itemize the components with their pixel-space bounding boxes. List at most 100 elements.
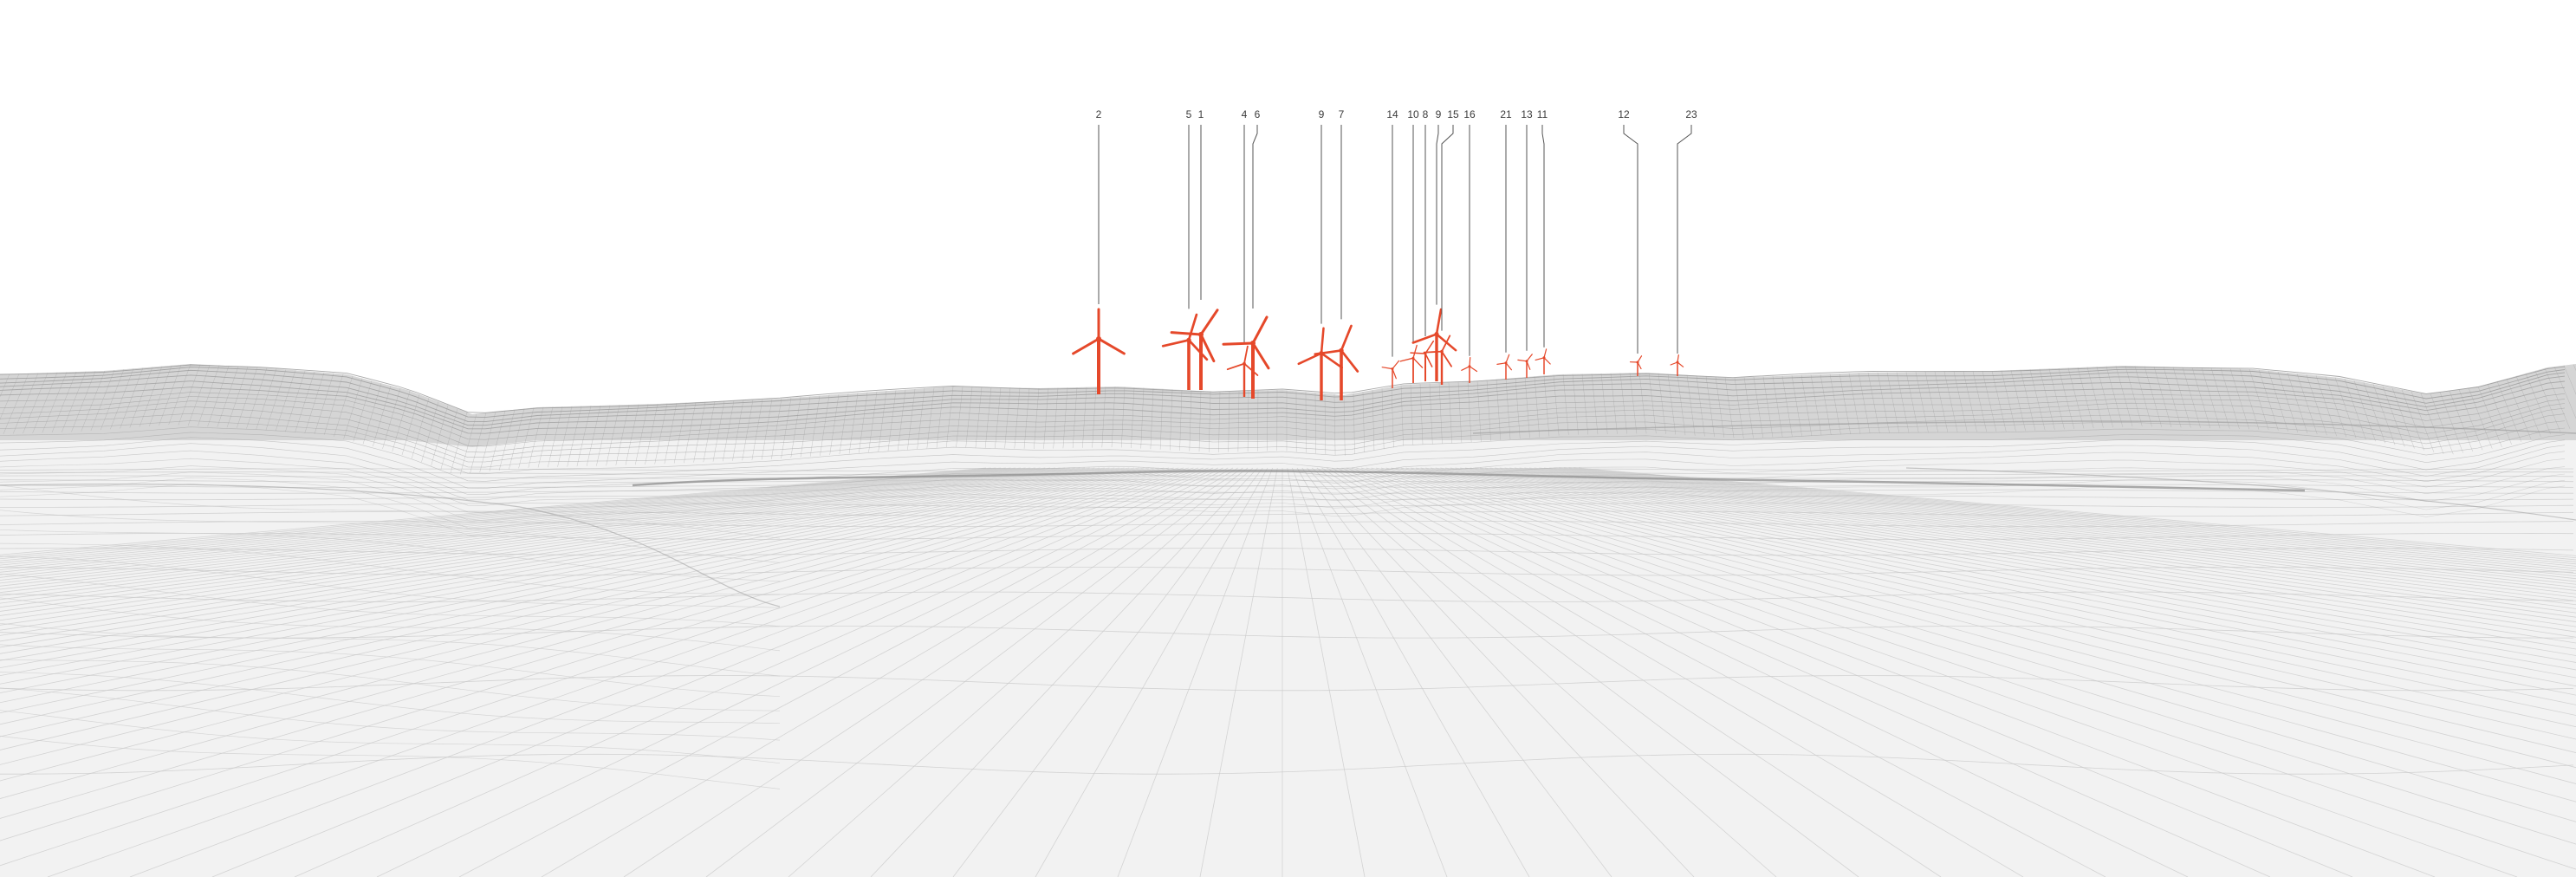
turbine-blade	[1441, 335, 1451, 353]
turbine-blade	[1543, 348, 1548, 359]
turbine-blade	[1412, 357, 1424, 368]
turbine-blade	[1243, 362, 1259, 376]
turbine-t-23: 23	[1670, 108, 1697, 376]
turbine-blade	[1535, 357, 1545, 361]
turbine-hub	[1339, 348, 1344, 354]
turbine-blade	[1251, 341, 1270, 370]
turbine-hub	[1504, 361, 1508, 365]
turbine-label: 11	[1537, 108, 1548, 120]
turbine-blade	[1411, 333, 1438, 344]
turbine-blade	[1526, 361, 1531, 370]
turbine-hub	[1243, 361, 1246, 366]
turbine-hub	[1676, 361, 1679, 364]
ground-wireframe-grid	[0, 467, 2576, 877]
turbine-blade	[1461, 366, 1470, 371]
turbine-t-16: 16	[1461, 108, 1478, 383]
turbine-t-10: 10	[1399, 108, 1424, 383]
turbine-blade	[1505, 354, 1510, 364]
turbine-label: 23	[1685, 108, 1697, 120]
turbine-label: 14	[1386, 108, 1398, 120]
turbine-label: 5	[1186, 108, 1192, 120]
leader-line	[1623, 125, 1638, 354]
turbine-blade	[1314, 349, 1343, 356]
turbine-blade	[1222, 341, 1255, 346]
leader-line	[1441, 125, 1454, 331]
turbine-hub	[1525, 360, 1528, 363]
turbine-blade	[1392, 360, 1400, 370]
turbine-hub	[1391, 367, 1394, 371]
turbine-label: 21	[1500, 108, 1512, 120]
turbine-blade	[1340, 349, 1359, 373]
turbine-hub	[1636, 361, 1639, 364]
turbine-hub	[1186, 337, 1191, 343]
turbine-label: 4	[1242, 108, 1248, 120]
turbine-blade	[1243, 345, 1249, 365]
turbine-t-5: 5	[1161, 108, 1209, 390]
turbine-blade	[1097, 337, 1126, 355]
leader-line	[1436, 125, 1439, 305]
turbine-blade	[1170, 331, 1203, 336]
turbine-label: 15	[1447, 108, 1459, 120]
turbine-hub	[1411, 356, 1415, 360]
turbine-label: 16	[1463, 108, 1476, 120]
turbine-t-21: 21	[1496, 108, 1513, 380]
turbine-blade	[1187, 313, 1198, 341]
turbine-t-4: 4	[1226, 108, 1259, 397]
terrain-surface	[0, 364, 2576, 877]
turbine-blade	[1441, 350, 1452, 367]
leader-line	[1677, 125, 1692, 354]
turbine-hub	[1468, 365, 1471, 368]
turbine-blade	[1399, 357, 1414, 362]
turbine-hub	[1542, 356, 1546, 360]
turbine-hub	[1096, 336, 1101, 341]
turbine-label: 9	[1319, 108, 1325, 120]
turbine-t-6: 6	[1222, 108, 1270, 399]
leader-line	[1541, 125, 1545, 348]
turbine-blade	[1505, 362, 1513, 371]
leader-line	[1252, 125, 1258, 309]
turbine-blade	[1320, 352, 1343, 369]
turbine-t-12: 12	[1618, 108, 1643, 376]
turbine-label: 9	[1436, 108, 1442, 120]
turbine-blade	[1424, 353, 1433, 367]
turbine-blade	[1392, 368, 1397, 380]
turbine-t-1: 1	[1170, 108, 1219, 390]
ridge-lines	[0, 420, 2576, 607]
turbine-blade	[1381, 367, 1393, 370]
turbine-blade	[1199, 309, 1219, 336]
turbine-label: 13	[1521, 108, 1533, 120]
turbine-hub	[1440, 349, 1444, 354]
turbine-blade	[1072, 337, 1100, 355]
turbine-blade	[1517, 359, 1528, 362]
turbine-label: 7	[1339, 108, 1345, 120]
turbine-t-8: 8	[1410, 108, 1435, 381]
turbine-hub	[1198, 332, 1204, 337]
turbine-blade	[1226, 362, 1245, 371]
turbine-blade	[1526, 354, 1533, 362]
turbine-blade	[1496, 362, 1507, 365]
turbine-label: 1	[1198, 108, 1204, 120]
turbine-t-14: 14	[1381, 108, 1400, 388]
turbine-t-7: 7	[1314, 108, 1359, 400]
turbine-label: 10	[1407, 108, 1419, 120]
turbine-blade	[1187, 339, 1209, 361]
turbine-blade	[1320, 327, 1325, 354]
turbine-blade	[1340, 324, 1353, 352]
turbine-t-9: 9	[1297, 108, 1343, 400]
turbine-t-15: 15	[1423, 108, 1459, 385]
turbine-blade	[1161, 339, 1191, 348]
turbine-blade	[1410, 352, 1426, 354]
terrain-body	[0, 364, 2576, 877]
turbine-hub	[1434, 332, 1439, 337]
turbine-label: 6	[1255, 108, 1261, 120]
turbine-hub	[1250, 341, 1256, 346]
turbine-blade	[1424, 340, 1435, 354]
turbine-label: 12	[1618, 108, 1630, 120]
turbine-t-13: 13	[1517, 108, 1533, 378]
turbine-blade	[1412, 344, 1418, 359]
turbine-blade	[1435, 308, 1443, 335]
wind-turbines: 2 5 1 4 6 9 7 14 10 8 9 15 16 21 13 11 12 23	[1072, 108, 1697, 400]
turbine-blade	[1423, 350, 1443, 354]
